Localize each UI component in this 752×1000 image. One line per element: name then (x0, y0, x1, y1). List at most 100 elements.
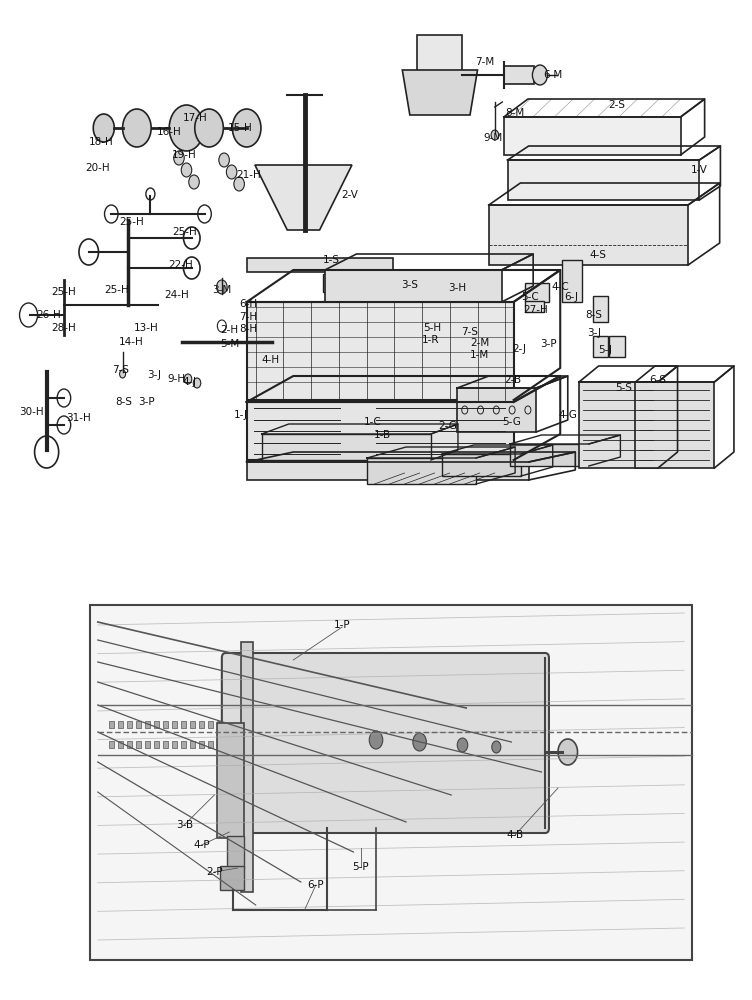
Text: 3-P: 3-P (138, 397, 155, 407)
Text: 2-S: 2-S (608, 100, 625, 110)
Text: 15-H: 15-H (229, 123, 253, 133)
Bar (457, 388, 536, 432)
Bar (109, 721, 114, 728)
Text: 5-C: 5-C (521, 292, 539, 302)
Text: 31-H: 31-H (67, 413, 91, 423)
Text: 5-H: 5-H (423, 323, 441, 333)
Bar (323, 274, 455, 292)
Text: 1-S: 1-S (323, 255, 339, 265)
Circle shape (193, 378, 201, 388)
Bar (593, 296, 608, 322)
Text: 7-H: 7-H (239, 312, 257, 322)
Bar (180, 721, 186, 728)
Bar (171, 741, 177, 748)
Text: 4-H: 4-H (262, 355, 280, 365)
Bar (136, 741, 141, 748)
Text: 1-C: 1-C (363, 417, 381, 427)
Circle shape (174, 151, 184, 165)
Text: 6-H: 6-H (239, 299, 257, 309)
Bar (118, 721, 123, 728)
Text: 28-H: 28-H (52, 323, 76, 333)
Bar (190, 721, 195, 728)
Bar (208, 721, 213, 728)
Circle shape (234, 177, 244, 191)
Text: 8-S: 8-S (586, 310, 602, 320)
Circle shape (369, 731, 383, 749)
Bar (525, 301, 544, 312)
Text: 1-V: 1-V (691, 165, 708, 175)
FancyBboxPatch shape (222, 653, 549, 833)
Text: 1-B: 1-B (374, 430, 390, 440)
Bar (109, 741, 114, 748)
Text: 3-B: 3-B (176, 820, 193, 830)
Text: 3-P: 3-P (541, 339, 557, 349)
Circle shape (123, 109, 151, 147)
Text: 30-H: 30-H (20, 407, 44, 417)
Bar (90, 605, 692, 960)
Circle shape (219, 153, 229, 167)
Bar (217, 741, 222, 748)
Bar (510, 444, 589, 466)
Bar (247, 402, 514, 460)
Text: 5-P: 5-P (353, 862, 369, 872)
Text: 25-H: 25-H (120, 217, 144, 227)
Bar (127, 721, 132, 728)
Circle shape (189, 175, 199, 189)
Text: 3-J: 3-J (587, 328, 601, 338)
Text: 5-J: 5-J (599, 345, 612, 355)
Text: 25-H: 25-H (172, 227, 196, 237)
Bar (504, 117, 681, 155)
Text: 8-M: 8-M (505, 108, 525, 118)
Bar (127, 741, 132, 748)
Bar (208, 741, 213, 748)
Text: 1-R: 1-R (422, 335, 440, 345)
Bar (136, 721, 141, 728)
Text: 9-M: 9-M (483, 133, 502, 143)
Circle shape (195, 109, 223, 147)
Polygon shape (402, 70, 478, 115)
Text: 26-H: 26-H (37, 310, 61, 320)
Bar (241, 642, 253, 892)
Bar (180, 741, 186, 748)
Text: 6-S: 6-S (650, 375, 666, 385)
Bar (593, 336, 608, 357)
Text: 7-S: 7-S (112, 365, 129, 375)
Bar (508, 160, 699, 200)
Circle shape (491, 130, 499, 140)
Bar (163, 741, 168, 748)
Bar (220, 866, 244, 890)
Text: 2-V: 2-V (341, 190, 358, 200)
Text: 3-H: 3-H (448, 283, 466, 293)
Text: 1-P: 1-P (334, 620, 350, 630)
Text: 5-S: 5-S (616, 383, 632, 393)
Bar (199, 741, 204, 748)
Text: 1-J: 1-J (234, 410, 247, 420)
Bar (562, 260, 582, 302)
Text: 4-C: 4-C (551, 282, 569, 292)
Text: 14-H: 14-H (120, 337, 144, 347)
Text: 2-G: 2-G (438, 421, 457, 431)
Circle shape (457, 738, 468, 752)
Bar (247, 302, 514, 400)
Text: 20-H: 20-H (86, 163, 110, 173)
Bar (154, 721, 159, 728)
Bar (217, 723, 244, 838)
Text: 4-J: 4-J (183, 377, 196, 387)
Text: 13-H: 13-H (135, 323, 159, 333)
Text: 5-M: 5-M (220, 339, 239, 349)
Text: 5-G: 5-G (502, 417, 521, 427)
Circle shape (93, 114, 114, 142)
Bar (145, 721, 150, 728)
Polygon shape (504, 66, 534, 84)
Circle shape (558, 739, 578, 765)
Bar (635, 382, 714, 468)
Bar (227, 836, 244, 868)
Bar (442, 454, 521, 476)
Text: 18-H: 18-H (89, 137, 114, 147)
Text: 22-H: 22-H (168, 260, 193, 270)
Text: 17-H: 17-H (183, 113, 208, 123)
Text: 8-S: 8-S (116, 397, 132, 407)
Circle shape (217, 280, 227, 294)
Text: 3-S: 3-S (402, 280, 418, 290)
Text: 3-M: 3-M (212, 285, 232, 295)
